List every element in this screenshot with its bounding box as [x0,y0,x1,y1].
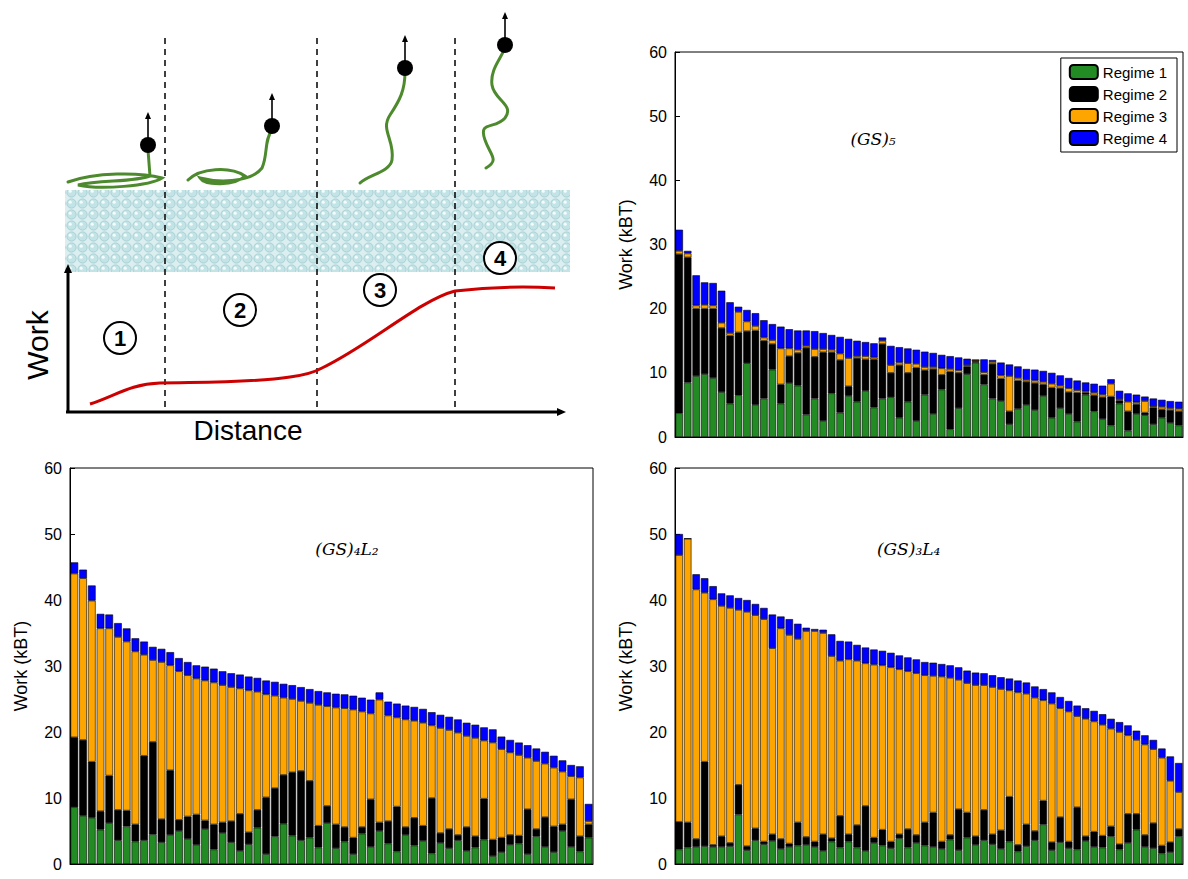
svg-text:(GS)₄L₂: (GS)₄L₂ [315,539,379,559]
svg-text:60: 60 [649,44,667,61]
svg-text:30: 30 [649,658,667,675]
svg-text:Work: Work [21,309,54,379]
svg-text:Regime 3: Regime 3 [1103,108,1167,125]
svg-text:40: 40 [649,592,667,609]
svg-text:Regime 1: Regime 1 [1103,64,1167,81]
svg-text:30: 30 [44,658,62,675]
svg-text:Work (kBT): Work (kBT) [616,621,636,712]
svg-text:20: 20 [649,724,667,741]
svg-text:3: 3 [374,278,386,303]
svg-text:4: 4 [494,246,507,271]
svg-text:Distance: Distance [194,415,303,446]
svg-text:Regime 2: Regime 2 [1103,86,1167,103]
svg-text:50: 50 [649,526,667,543]
svg-text:10: 10 [649,364,667,381]
svg-text:2: 2 [234,298,246,323]
svg-text:60: 60 [44,460,62,477]
svg-text:1: 1 [114,326,126,351]
svg-text:60: 60 [649,460,667,477]
svg-text:0: 0 [658,429,667,446]
svg-text:40: 40 [649,172,667,189]
svg-text:Regime 4: Regime 4 [1103,130,1167,147]
svg-text:0: 0 [53,856,62,873]
svg-text:(GS)₅: (GS)₅ [850,129,895,149]
svg-text:Work (kBT): Work (kBT) [11,621,31,712]
svg-text:(GS)₃L₄: (GS)₃L₄ [877,539,941,559]
svg-text:30: 30 [649,236,667,253]
svg-text:50: 50 [649,108,667,125]
svg-text:20: 20 [649,300,667,317]
svg-text:50: 50 [44,526,62,543]
svg-text:40: 40 [44,592,62,609]
svg-text:0: 0 [658,856,667,873]
svg-text:10: 10 [44,790,62,807]
svg-text:Work (kBT): Work (kBT) [616,199,636,290]
svg-text:20: 20 [44,724,62,741]
svg-text:10: 10 [649,790,667,807]
